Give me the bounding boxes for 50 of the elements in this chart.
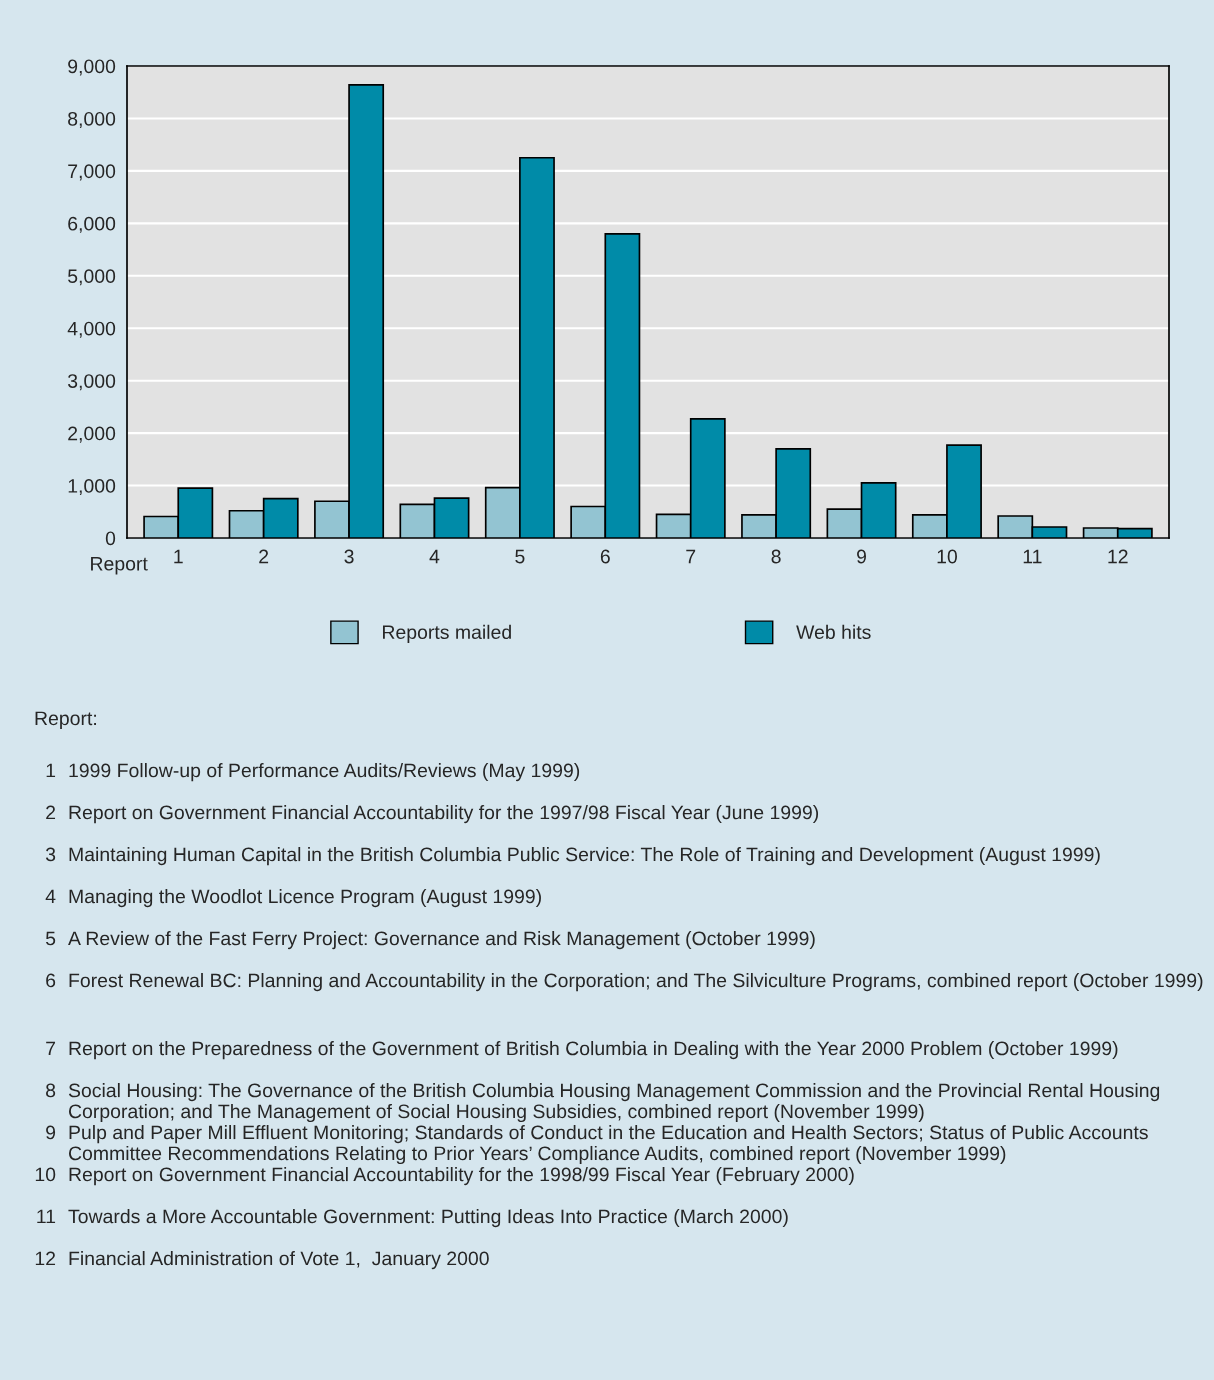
x-tick-label: 4 <box>429 549 440 564</box>
x-tick-label: 9 <box>857 549 867 564</box>
x-axis-title: Report <box>91 557 148 575</box>
text: Maintaining Human Capital in the British Columbia Public Service: The Role of Training and Development (August 1999) <box>69 847 1100 866</box>
y-tick-label: 7,000 <box>68 164 116 181</box>
category-label: 7 <box>46 1041 56 1056</box>
text: Towards a More Accountable Government: Putting Ideas Into Practice (March 2000) <box>68 1209 788 1228</box>
x-tick-label: 6 <box>600 549 610 564</box>
category-label: 2 <box>46 805 56 820</box>
category-label: 4 <box>45 889 56 904</box>
x-tick-label: 7 <box>686 549 696 564</box>
legend-label: Reports mailed <box>383 624 511 643</box>
text: Report: <box>35 711 96 730</box>
x-tick-label: 12 <box>1108 549 1128 564</box>
category-label: 9 <box>46 1125 56 1140</box>
y-tick-label: 5,000 <box>68 269 116 286</box>
category-label: 5 <box>45 931 56 946</box>
category-label: 1 <box>46 763 56 778</box>
x-tick-label: 3 <box>344 549 354 564</box>
y-tick-label: 1,000 <box>68 479 116 496</box>
category-label: 8 <box>46 1083 56 1098</box>
text: Pulp and Paper Mill Effluent Monitoring; Standards of Conduct in the Education and Health Sectors; Status of Public Accounts Committee Recommendations Relating to Prior Years’ Compliance Audits, combined report (November 1999) <box>68 1125 1148 1165</box>
y-tick-label: 8,000 <box>68 111 116 128</box>
x-tick-label: 8 <box>771 549 781 564</box>
x-tick-label: 2 <box>259 549 269 564</box>
y-tick-label: 2,000 <box>68 426 116 443</box>
category-label: 3 <box>45 847 56 862</box>
category-label: 11 <box>37 1209 56 1224</box>
y-tick-label: 0 <box>105 531 116 546</box>
text: Financial Administration of Vote 1, January 2000 <box>69 1251 489 1270</box>
y-tick-label: 6,000 <box>68 216 116 233</box>
x-tick-label: 10 <box>937 549 957 564</box>
text: Forest Renewal BC: Planning and Accountability in the Corporation; and The Silviculture Programs, combined report (October 1999) <box>69 973 1203 992</box>
text: 1999 Follow-up of Performance Audits/Reviews (May 1999) <box>69 763 580 782</box>
y-tick-label: 3,000 <box>67 374 116 391</box>
text: Report on Government Financial Accountability for the 1998/99 Fiscal Year (February 2000) <box>69 1167 854 1186</box>
x-tick-label: 1 <box>174 549 183 564</box>
text: Social Housing: The Governance of the British Columbia Housing Management Commission and the Provincial Rental Housing Corporation; and The Management of Social Housing Subsidies, combined report (November 1999) <box>68 1083 1160 1123</box>
category-label: 10 <box>35 1167 56 1182</box>
text: Managing the Woodlot Licence Program (August 1999) <box>69 889 541 908</box>
text: Report on Government Financial Accountability for the 1997/98 Fiscal Year (June 1999) <box>69 805 819 824</box>
y-tick-label: 9,000 <box>68 59 116 76</box>
category-label: 12 <box>35 1251 56 1266</box>
x-tick-label: 11 <box>1023 549 1042 564</box>
y-tick-label: 4,000 <box>67 321 116 338</box>
category-label: 6 <box>46 973 56 988</box>
legend-label: Web hits <box>796 624 871 640</box>
text: Report on the Preparedness of the Government of British Columbia in Dealing with the Year 2000 Problem (October 1999) <box>69 1041 1118 1060</box>
text: A Review of the Fast Ferry Project: Governance and Risk Management (October 1999) <box>68 931 815 950</box>
x-tick-label: 5 <box>515 549 525 564</box>
